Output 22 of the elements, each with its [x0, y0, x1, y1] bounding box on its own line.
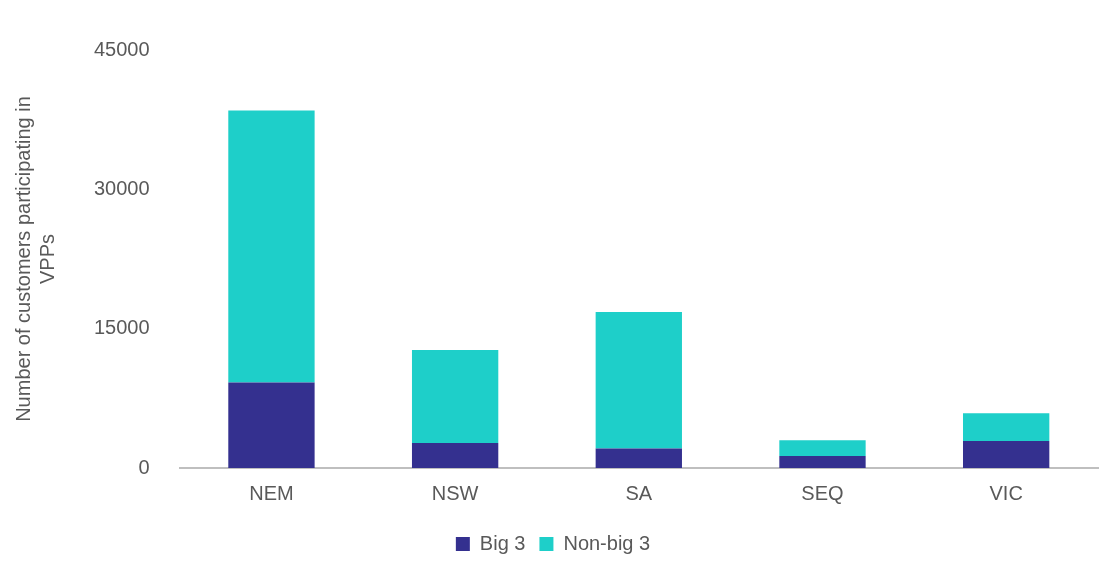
bar: [228, 110, 315, 383]
y-tick-label: 0: [138, 455, 150, 478]
bar: [779, 455, 866, 468]
y-tick-label: 30000: [93, 176, 150, 199]
bar: [228, 382, 315, 468]
x-tick-label: SA: [625, 481, 653, 504]
legend-label: Non-big 3: [563, 531, 651, 554]
bar: [963, 413, 1050, 442]
x-tick-label: NEM: [249, 481, 294, 504]
bar: [411, 442, 499, 468]
x-tick-label: VIC: [989, 481, 1023, 504]
x-tick-label: NSW: [431, 481, 479, 504]
bar: [963, 441, 1050, 468]
bar: [595, 311, 682, 449]
y-tick-label: 45000: [93, 37, 150, 60]
legend-label: Big 3: [479, 531, 526, 554]
y-axis-title: Number of customers participating in VPPs: [11, 96, 58, 422]
y-tick-label: 15000: [93, 316, 150, 339]
x-tick-label: SEQ: [801, 481, 844, 504]
bar: [779, 440, 866, 456]
bar: [595, 448, 682, 468]
bar: [411, 350, 499, 443]
